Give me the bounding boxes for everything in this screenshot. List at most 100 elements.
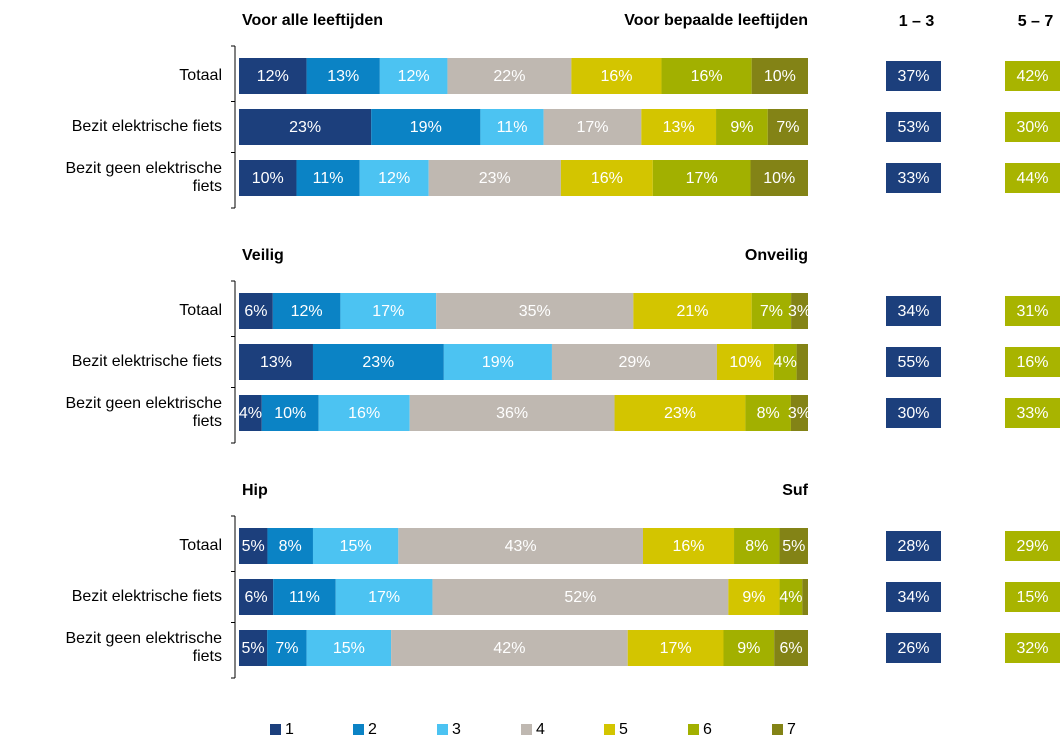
summary-box [1005,398,1060,428]
value-label: 8% [279,538,302,555]
value-label: 8% [757,405,780,422]
bar-segment [774,630,808,666]
bar-segment [716,109,768,145]
bar-segment [359,160,429,196]
legend-label: 2 [368,721,377,737]
value-label: 4% [239,405,262,422]
value-label: 4% [774,354,797,371]
bar-segment [296,160,360,196]
bar-segment [661,58,752,94]
bar-segment [318,395,410,431]
right-label: Onveilig [745,247,808,264]
value-label: 13% [663,119,695,136]
bar-segment [239,344,313,380]
summary-label: 30% [1016,119,1048,136]
bar-segment [627,630,724,666]
bar-segment [335,579,433,615]
value-label: 23% [362,354,394,371]
category-label: Bezit geen elektrische fiets [65,629,222,665]
value-label: 10% [763,170,795,187]
summary-label: 30% [897,405,929,422]
bar-segment [560,160,653,196]
value-label: 15% [333,640,365,657]
value-label: 35% [519,303,551,320]
bar-segment [239,528,268,564]
value-label: 29% [618,354,650,371]
bar-segment [267,528,313,564]
value-label: 42% [493,640,525,657]
summary-box [886,296,941,326]
value-label: 43% [505,538,537,555]
value-label: 7% [776,119,799,136]
value-label: 17% [660,640,692,657]
value-label: 7% [275,640,298,657]
value-label: 10% [764,68,796,85]
summary-label: 34% [897,589,929,606]
summary-box [886,531,941,561]
bar-segment [750,160,808,196]
bar-segment [723,630,775,666]
bar-segment [272,293,341,329]
left-label: Veilig [242,247,284,264]
bar-segment [312,528,399,564]
value-label: 19% [482,354,514,371]
summary-box [886,633,941,663]
category-label: Totaal [179,66,222,84]
bar-segment [779,579,803,615]
value-label: 3% [788,303,811,320]
bar-segment [551,344,717,380]
bar-segment [239,160,297,196]
summary-box [886,61,941,91]
bar-segment [802,579,808,615]
bar-segment [447,58,572,94]
bar-segment [751,58,808,94]
value-label: 21% [676,303,708,320]
summary-label: 29% [1016,538,1048,555]
summary-label: 53% [897,119,929,136]
bar-segment [371,109,481,145]
bar-segment [773,344,797,380]
bar-segment [614,395,746,431]
bar-segment [790,395,808,431]
bar-segment [428,160,561,196]
summary-box [1005,163,1060,193]
value-label: 12% [257,68,289,85]
bar-segment [543,109,642,145]
value-label: 17% [372,303,404,320]
category-label: Bezit geen elektrische fiets [65,394,222,430]
bar-segment [751,293,792,329]
summary-label: 44% [1016,170,1048,187]
summary-box [1005,296,1060,326]
value-label: 11% [497,119,528,136]
summary-box [1005,61,1060,91]
legend-label: 6 [703,721,712,737]
summary-header: 5 – 7 [1018,13,1054,30]
summary-label: 33% [897,170,929,187]
bar-segment [571,58,662,94]
bar-segment [239,293,273,329]
value-label: 16% [591,170,623,187]
bar-segment [312,344,444,380]
value-label: 4% [779,589,802,606]
right-label: Suf [782,482,808,499]
summary-box [886,582,941,612]
value-label: 3% [788,405,811,422]
value-label: 9% [737,640,760,657]
category-label: Totaal [179,536,222,554]
bar-segment [409,395,615,431]
value-label: 5% [782,538,805,555]
bar-segment [767,109,808,145]
value-label: 5% [242,538,265,555]
value-label: 6% [244,303,267,320]
category-label: Bezit geen elektrische fiets [65,159,222,195]
bar-segment [239,630,268,666]
category-label: Bezit elektrische fiets [71,352,222,370]
legend-swatch [521,724,532,735]
bar-segment [239,395,262,431]
bar-segment [796,344,808,380]
bar-segment [261,395,319,431]
bar-segment [239,58,307,94]
summary-header: 1 – 3 [899,13,935,30]
